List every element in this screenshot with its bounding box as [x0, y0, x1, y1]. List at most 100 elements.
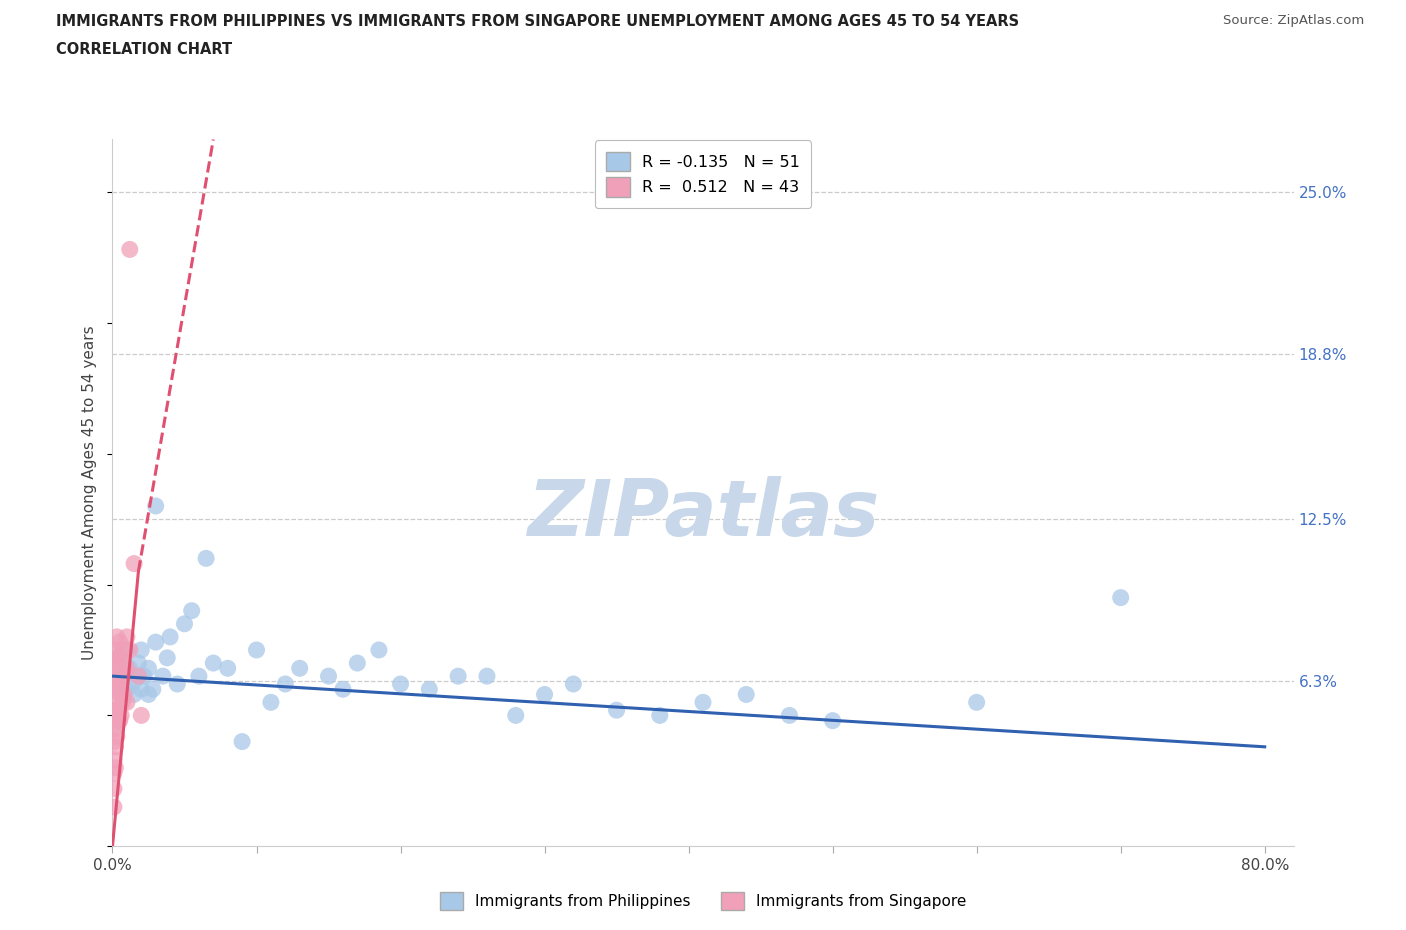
Point [104, 682, 127, 697]
Point [122, 687, 145, 702]
Point [111, 643, 134, 658]
Point [202, 656, 225, 671]
Point [115, 695, 138, 710]
Point [606, 703, 628, 718]
Point [115, 682, 138, 697]
Point [112, 669, 135, 684]
Point [108, 687, 131, 702]
Point [274, 676, 297, 691]
Point [107, 650, 129, 665]
Point [122, 556, 145, 571]
Point [187, 669, 209, 684]
Point [103, 695, 125, 710]
Point [104, 739, 127, 754]
Point [105, 650, 128, 665]
Point [447, 669, 470, 684]
Point [533, 687, 555, 702]
Point [288, 661, 311, 676]
Point [108, 650, 131, 665]
Point [111, 695, 134, 710]
Point [110, 650, 132, 665]
Point [118, 661, 141, 676]
Point [108, 661, 131, 676]
Point [104, 721, 127, 736]
Point [108, 713, 131, 728]
Point [127, 669, 149, 684]
Text: IMMIGRANTS FROM PHILIPPINES VS IMMIGRANTS FROM SINGAPORE UNEMPLOYMENT AMONG AGES: IMMIGRANTS FROM PHILIPPINES VS IMMIGRANT… [56, 14, 1019, 29]
Point [103, 661, 125, 676]
Point [112, 687, 135, 702]
Point [107, 713, 129, 728]
Point [108, 634, 131, 649]
Point [332, 682, 354, 697]
Point [145, 498, 167, 513]
Point [692, 695, 714, 710]
Y-axis label: Unemployment Among Ages 45 to 54 years: Unemployment Among Ages 45 to 54 years [82, 326, 97, 660]
Point [115, 630, 138, 644]
Point [966, 695, 988, 710]
Point [562, 676, 585, 691]
Point [104, 643, 127, 658]
Point [103, 800, 125, 815]
Point [389, 676, 412, 691]
Point [111, 669, 134, 684]
Point [105, 630, 128, 644]
Point [138, 687, 160, 702]
Point [180, 604, 202, 618]
Point [166, 676, 188, 691]
Point [122, 674, 145, 689]
Point [134, 669, 156, 684]
Point [127, 669, 149, 684]
Point [115, 661, 138, 676]
Point [505, 708, 527, 723]
Point [105, 703, 128, 718]
Point [103, 781, 125, 796]
Point [103, 752, 125, 767]
Point [231, 734, 253, 749]
Point [138, 661, 160, 676]
Point [118, 242, 141, 257]
Point [245, 643, 267, 658]
Point [156, 650, 179, 665]
Point [103, 765, 125, 780]
Point [103, 734, 125, 749]
Point [129, 708, 152, 723]
Point [103, 713, 125, 728]
Point [173, 617, 195, 631]
Point [118, 643, 141, 658]
Point [260, 695, 283, 710]
Point [112, 661, 135, 676]
Point [107, 682, 129, 697]
Point [821, 713, 844, 728]
Point [346, 656, 368, 671]
Point [104, 761, 127, 776]
Point [217, 661, 239, 676]
Point [735, 687, 758, 702]
Point [368, 643, 391, 658]
Point [195, 551, 218, 565]
Point [104, 703, 127, 718]
Legend: Immigrants from Philippines, Immigrants from Singapore: Immigrants from Philippines, Immigrants … [433, 885, 973, 916]
Point [110, 676, 132, 691]
Point [129, 682, 152, 697]
Point [103, 676, 125, 691]
Point [129, 643, 152, 658]
Point [418, 682, 440, 697]
Text: CORRELATION CHART: CORRELATION CHART [56, 42, 232, 57]
Point [1109, 591, 1132, 605]
Point [115, 643, 138, 658]
Point [318, 669, 340, 684]
Point [142, 682, 165, 697]
Point [127, 656, 149, 671]
Point [778, 708, 800, 723]
Point [145, 634, 167, 649]
Text: ZIPatlas: ZIPatlas [527, 476, 879, 552]
Point [105, 729, 128, 744]
Point [648, 708, 671, 723]
Point [105, 676, 128, 691]
Point [152, 669, 174, 684]
Point [475, 669, 498, 684]
Point [159, 630, 181, 644]
Point [110, 708, 132, 723]
Text: Source: ZipAtlas.com: Source: ZipAtlas.com [1223, 14, 1364, 27]
